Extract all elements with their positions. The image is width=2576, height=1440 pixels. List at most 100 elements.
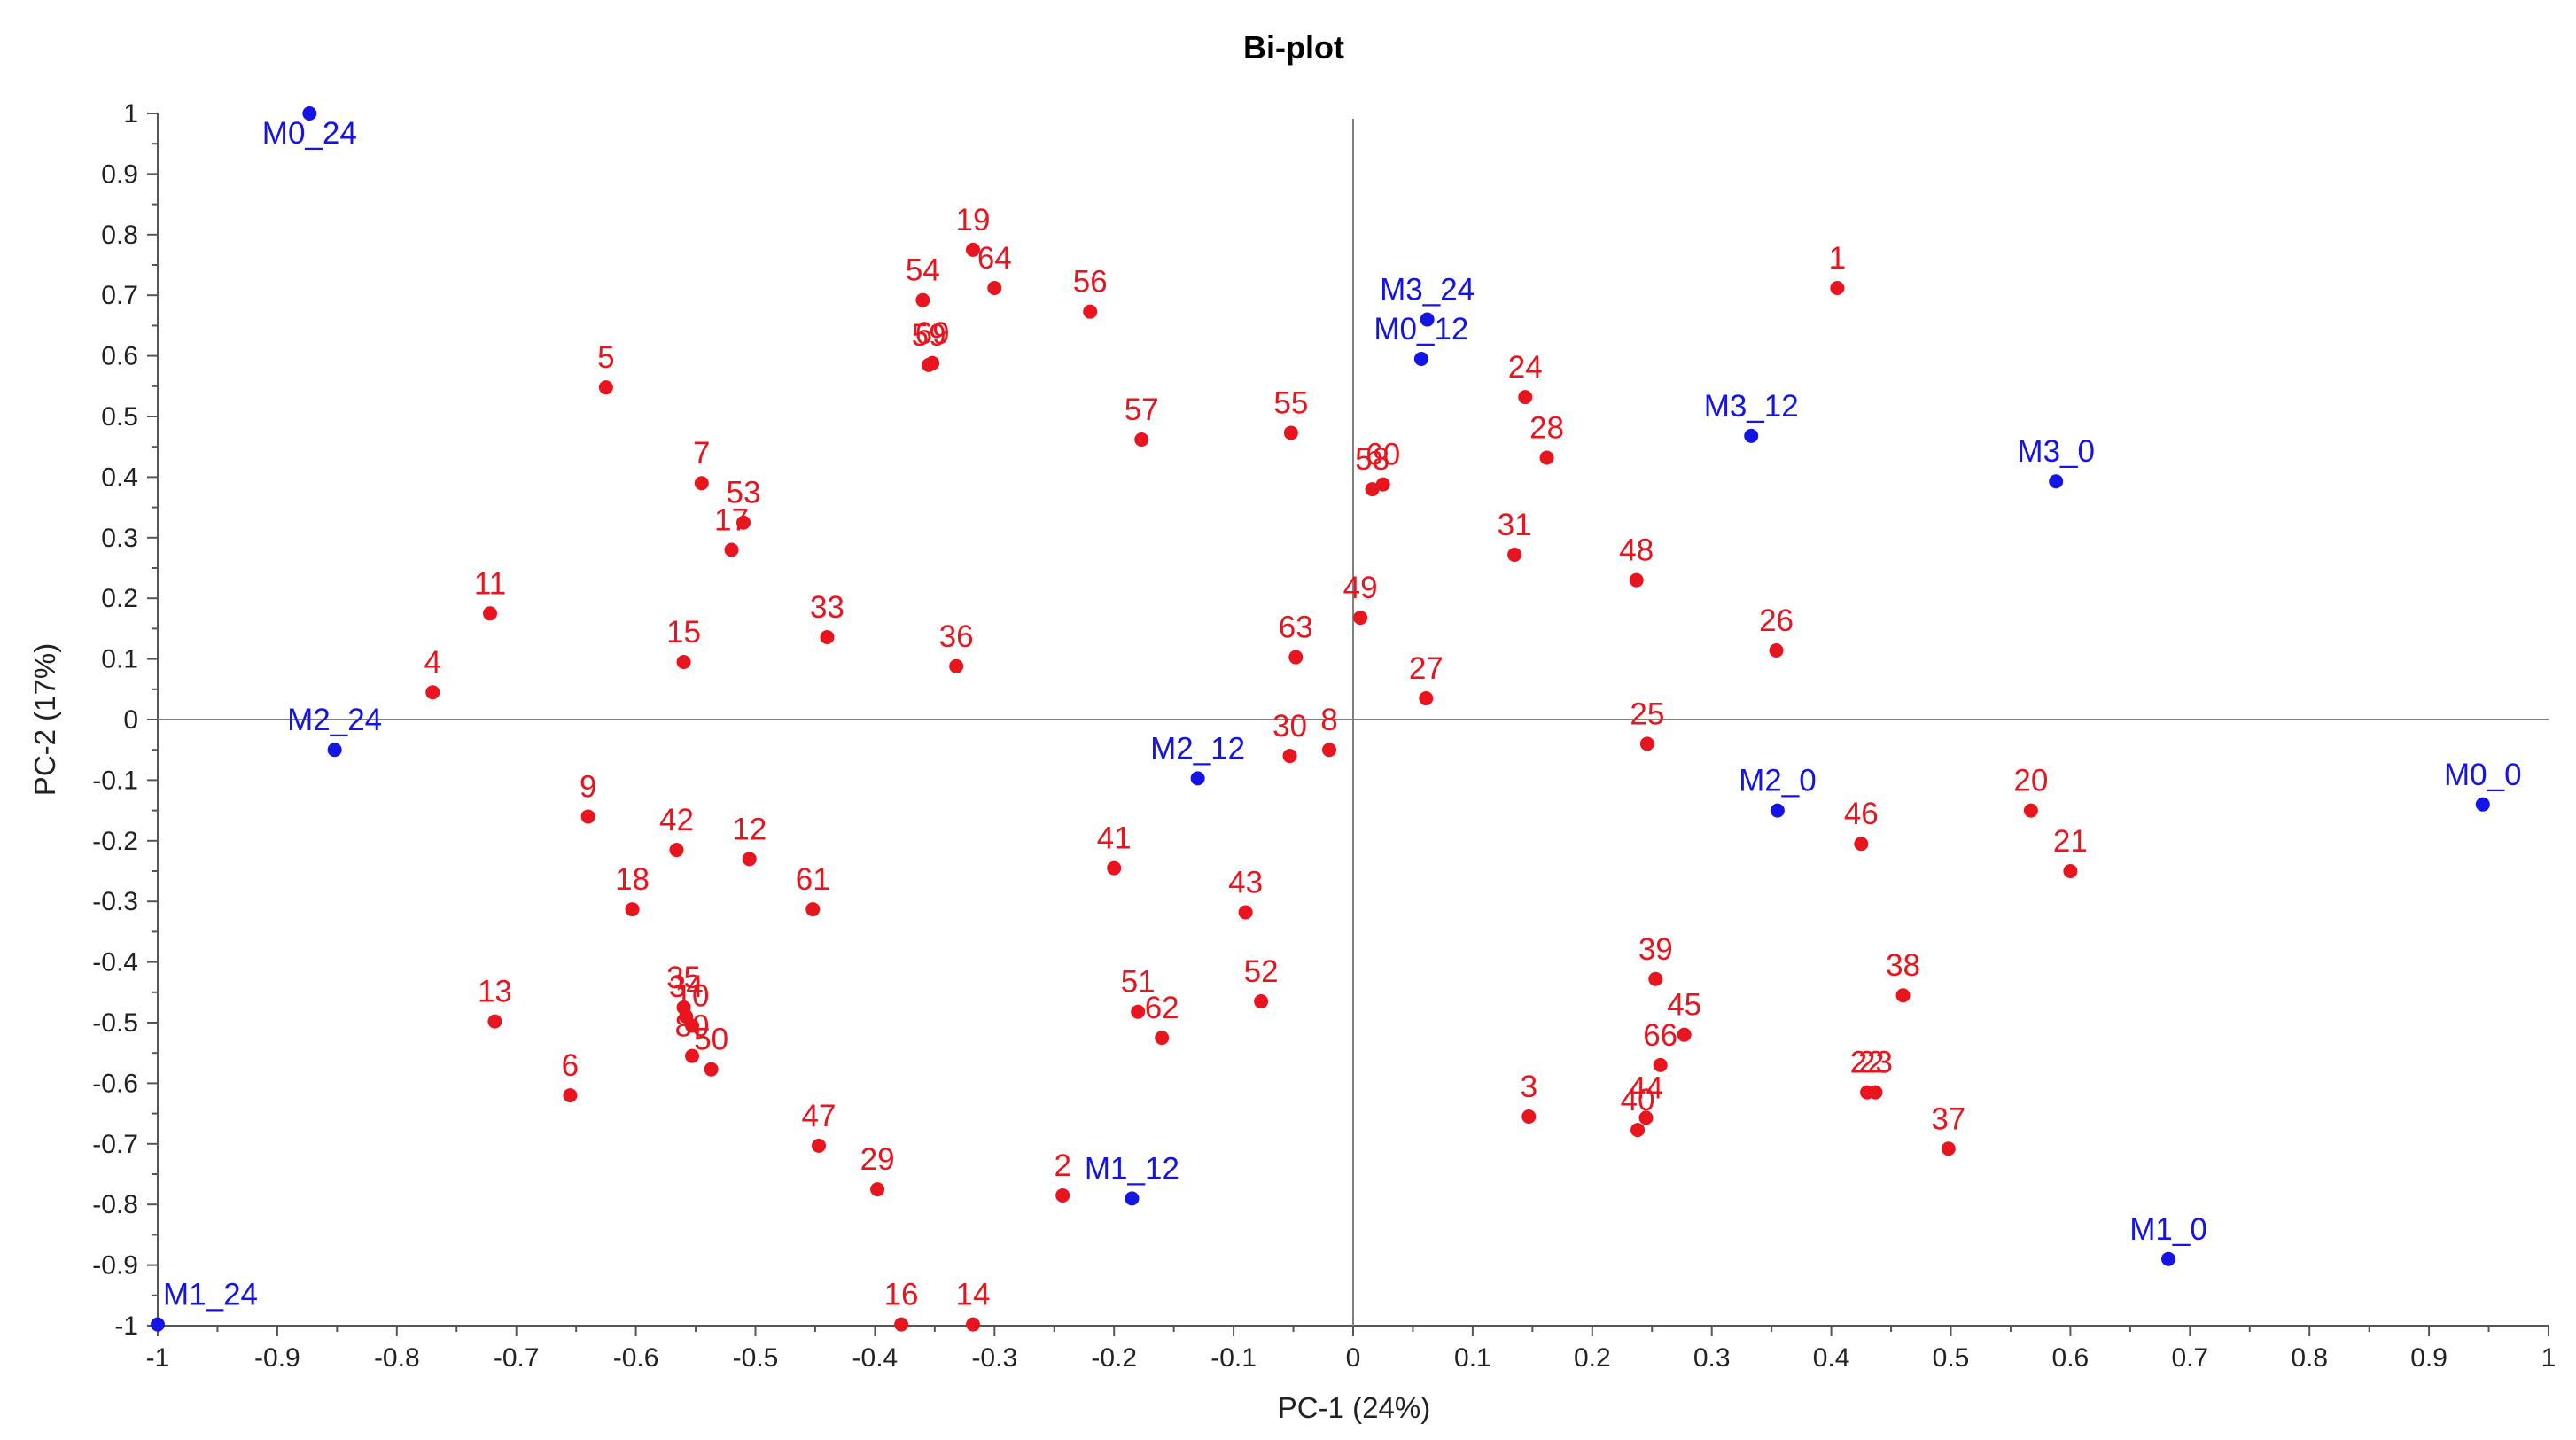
x-tick-label: -1 [146,1343,170,1373]
observation-point [1744,428,1759,443]
variable-point [425,685,440,700]
variable-label: 51 [1121,965,1156,1000]
y-tick-label: -1 [114,1312,138,1341]
chart-title: Bi-plot [1243,29,1344,66]
x-tick-label: -0.6 [613,1343,659,1373]
x-tick-label: 0.7 [2171,1343,2208,1373]
variable-point [805,902,821,917]
variable-label: 1 [1829,241,1846,276]
variable-label: 16 [884,1278,919,1312]
variable-label: 11 [474,566,506,601]
variable-label: 53 [727,476,761,510]
variable-label: 57 [1125,393,1159,427]
variable-point [694,476,709,491]
observation-point [2161,1251,2176,1266]
x-tick-label: 0.6 [2052,1343,2090,1373]
variable-label: 35 [666,961,701,995]
variable-label: 13 [478,975,512,1009]
variable-point [676,655,691,670]
variable-label: 42 [659,803,694,837]
variable-point [483,606,498,621]
x-tick-label: 0.5 [1933,1343,1970,1373]
variable-point [1155,1031,1170,1046]
variable-point [736,515,751,530]
variable-point [676,1000,691,1015]
y-tick-label: 0.7 [101,281,138,310]
y-tick-label: 0.2 [101,584,138,613]
variable-label: 5 [597,340,614,375]
variable-label: 50 [694,1023,728,1057]
variable-point [1238,905,1253,920]
x-tick-label: 0.1 [1454,1343,1491,1373]
variable-label: 37 [1931,1101,1965,1136]
variable-point [1677,1027,1692,1042]
variable-point [1419,691,1434,706]
variable-point [1521,1109,1537,1125]
variable-point [987,280,1002,295]
x-tick-label: 0.4 [1813,1343,1850,1373]
variable-point [966,1317,981,1332]
variable-label: 27 [1409,651,1444,686]
variable-label: 46 [1844,797,1879,831]
variable-point [1830,280,1845,295]
observation-point [302,106,317,121]
variable-label: 64 [977,241,1012,276]
y-tick-label: -0.6 [92,1069,138,1098]
x-tick-label: 0.3 [1693,1343,1731,1373]
observation-point [1420,312,1435,327]
observation-label: M1_12 [1085,1151,1179,1186]
y-tick-label: 0.8 [101,221,138,250]
y-axis-label: PC-2 (17%) [28,643,61,796]
variable-label: 21 [2053,824,2088,859]
variable-label: 30 [1272,709,1307,743]
variable-label: 33 [810,590,844,625]
observation-label: M1_24 [163,1278,258,1312]
observation-label: M2_12 [1150,731,1245,766]
variable-label: 47 [802,1099,837,1133]
variable-label: 43 [1228,866,1263,900]
observation-label: M3_24 [1380,273,1475,307]
variable-label: 8 [1320,703,1337,737]
variable-label: 56 [1073,265,1108,300]
x-tick-label: 0.8 [2291,1343,2328,1373]
variable-label: 55 [1273,385,1308,420]
variable-label: 19 [956,203,991,237]
variable-point [1941,1141,1956,1156]
tick-labels: -1 -0.9 -0.8 -0.7 -0.6 -0.5 -0.4 -0.3 -0.2 -0.1 0 0… [92,99,2556,1373]
variable-point [915,292,930,307]
variable-point [1288,650,1304,665]
variable-point [487,1014,502,1029]
variable-point [1648,971,1663,986]
variable-label: 60 [1366,438,1400,472]
observation-point [327,743,342,758]
variable-label: 18 [615,862,650,897]
variable-label: 63 [1279,611,1313,645]
variable-point [742,852,757,867]
variable-point [966,242,981,257]
variable-label: 61 [796,862,830,897]
variable-label: 4 [424,645,441,680]
variable-point [949,658,964,673]
variable-point [1055,1187,1070,1203]
variable-point [925,355,940,370]
axes [147,113,2549,1336]
variable-point [894,1317,909,1332]
variable-point [870,1182,885,1197]
variable-label: 28 [1529,411,1564,446]
y-tick-label: -0.1 [92,766,138,795]
data-points: 1234567891011121314151617181920212223242… [151,106,2522,1332]
variable-point [2023,803,2038,818]
x-tick-label: -0.2 [1091,1343,1137,1373]
variable-label: 24 [1508,350,1543,385]
variable-point [1653,1057,1668,1072]
x-tick-label: -0.4 [852,1343,899,1373]
observation-label: M2_24 [287,703,382,737]
y-tick-label: -0.3 [92,887,138,916]
variable-label: 69 [915,316,950,351]
variable-label: 45 [1667,988,1701,1023]
y-tick-label: 0.1 [101,645,138,674]
variable-point [1629,572,1644,588]
variable-point [580,809,595,824]
x-tick-label: -0.5 [733,1343,779,1373]
